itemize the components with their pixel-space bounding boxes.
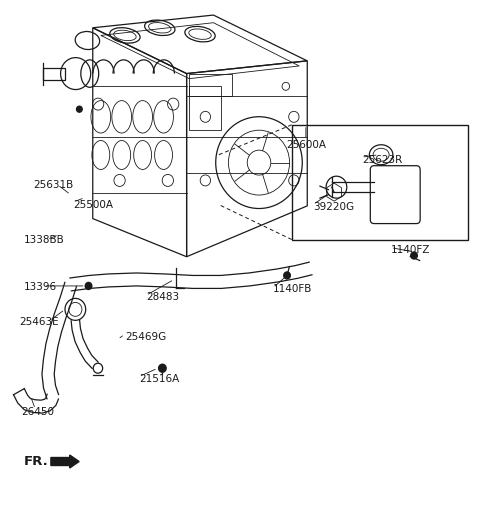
Text: 13396: 13396 <box>24 282 57 292</box>
Text: 26450: 26450 <box>21 407 54 417</box>
Text: 25623R: 25623R <box>362 155 403 165</box>
Text: 28483: 28483 <box>146 292 179 302</box>
Text: 25631B: 25631B <box>33 180 73 190</box>
Text: 1338BB: 1338BB <box>24 235 64 244</box>
Circle shape <box>85 282 92 290</box>
Bar <box>292 125 468 240</box>
Text: FR.: FR. <box>24 455 48 468</box>
Text: 21516A: 21516A <box>139 374 179 384</box>
Text: 39220G: 39220G <box>313 202 354 212</box>
Text: 1140FB: 1140FB <box>273 285 312 294</box>
Circle shape <box>284 272 290 279</box>
Circle shape <box>411 252 417 259</box>
Text: 25600A: 25600A <box>286 140 326 150</box>
FancyArrow shape <box>51 455 79 468</box>
Circle shape <box>76 106 82 112</box>
Text: 25469G: 25469G <box>125 332 166 342</box>
Text: 25500A: 25500A <box>73 200 113 210</box>
Circle shape <box>158 364 166 372</box>
Text: 1140FZ: 1140FZ <box>391 244 430 254</box>
Text: 25463E: 25463E <box>19 317 59 327</box>
